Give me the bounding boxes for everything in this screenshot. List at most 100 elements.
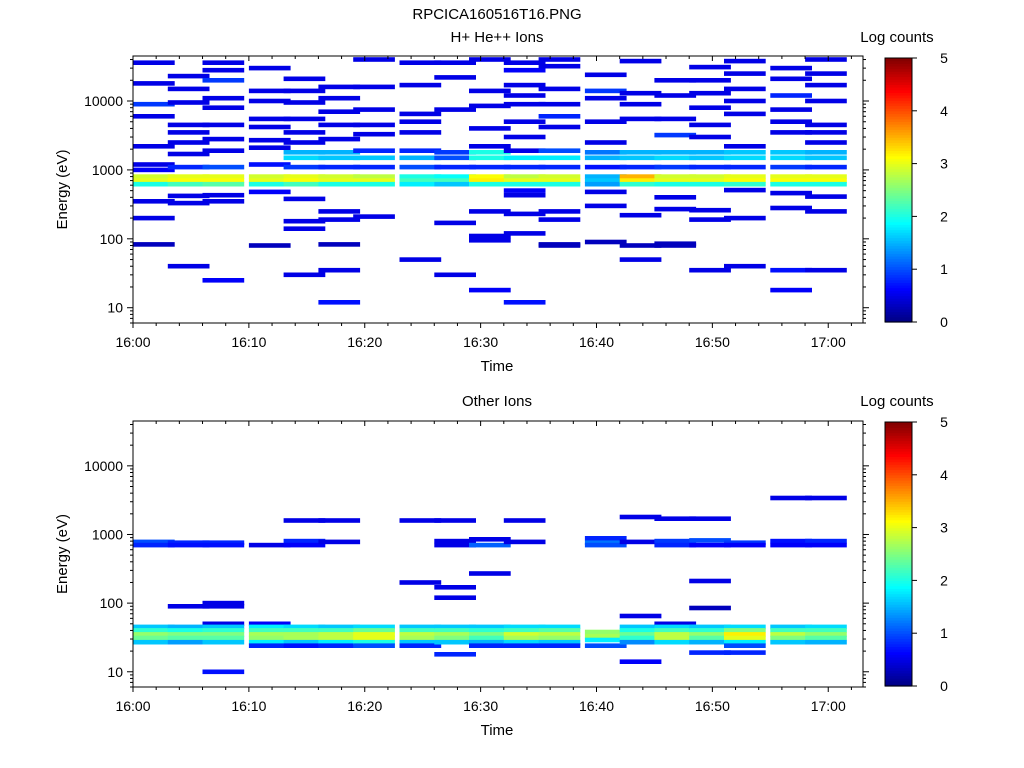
heatmap-cell (434, 624, 476, 630)
colorbar-segment (885, 627, 912, 632)
colorbar-segment (885, 622, 912, 626)
heatmap-cell (469, 178, 511, 183)
heatmap-cell (584, 88, 627, 94)
colorbar-segment (885, 176, 912, 181)
colorbar-segment (885, 435, 912, 439)
heatmap-cell (584, 164, 627, 170)
heatmap-cell (724, 632, 766, 637)
heatmap-cell (248, 635, 291, 641)
colorbar-segment (885, 609, 912, 613)
heatmap-cell (689, 635, 731, 641)
heatmap-cell (770, 150, 812, 155)
heatmap-cell (167, 263, 210, 269)
heatmap-cell (167, 178, 210, 183)
heatmap-cell (689, 650, 731, 655)
heatmap-cell (202, 624, 245, 630)
heatmap-cell (584, 633, 627, 639)
heatmap-cell (724, 263, 766, 269)
heatmap-cell (167, 628, 210, 633)
heatmap-cell (503, 60, 546, 65)
colorbar-segment (885, 282, 912, 286)
heatmap-cell (283, 76, 326, 82)
heatmap-cell (202, 95, 245, 101)
heatmap-cell (434, 107, 476, 112)
heatmap-cell (248, 639, 291, 645)
colorbar-segment (885, 187, 912, 191)
heatmap-cell (202, 632, 245, 637)
heatmap-cell (434, 518, 476, 523)
colorbar-segment (885, 234, 912, 239)
heatmap-cell (619, 90, 662, 96)
heatmap-cell (724, 164, 766, 170)
y-tick-label: 10 (107, 300, 123, 316)
heatmap-cell (770, 639, 812, 645)
y-axis-label: Energy (eV) (54, 149, 71, 229)
heatmap-cell (619, 150, 662, 155)
heatmap-cell (689, 90, 731, 96)
heatmap-cell (805, 57, 847, 62)
heatmap-cell (689, 155, 731, 161)
colorbar-tick-label: 4 (940, 467, 948, 483)
x-tick-label: 16:30 (463, 698, 498, 714)
colorbar-segment (885, 316, 912, 320)
heatmap-cell (318, 181, 361, 187)
colorbar-segment (885, 269, 912, 273)
heatmap-cell (248, 65, 291, 71)
heatmap-cell (133, 539, 175, 545)
colorbar-segment (885, 81, 912, 85)
heatmap-cell (503, 231, 546, 236)
heatmap-cell (584, 189, 627, 195)
y-axis-label: Energy (eV) (54, 514, 71, 594)
heatmap-cell (202, 199, 245, 204)
colorbar-segment (885, 612, 912, 616)
heatmap-cell (202, 542, 245, 548)
heatmap-cell (399, 639, 442, 645)
heatmap-cell (167, 100, 210, 105)
colorbar-segment (885, 79, 912, 83)
panels: H+ He++ Ions Time Energy (eV) 16:00 16:10 16:… (54, 29, 948, 739)
colorbar-segment (885, 216, 912, 220)
heatmap-cell (434, 150, 476, 155)
colorbar-segment (885, 84, 912, 88)
colorbar-segment (885, 110, 912, 115)
panel-1: H+ He++ Ions Time Energy (eV) 16:00 16:10 16:… (54, 29, 948, 375)
colorbar-segment (885, 522, 912, 526)
colorbar-segment (885, 659, 912, 663)
colorbar-segment (885, 253, 912, 257)
colorbar-segment (885, 76, 912, 80)
colorbar-segment (885, 308, 912, 313)
heatmap-cell (619, 174, 662, 179)
colorbar-segment (885, 464, 912, 468)
colorbar-segment (885, 213, 912, 217)
heatmap-cell (654, 174, 697, 179)
colorbar-segment (885, 285, 912, 289)
colorbar-segment (885, 670, 912, 674)
heatmap-cell (434, 272, 476, 278)
heatmap-cell (202, 148, 245, 153)
heatmap-cell (318, 155, 361, 161)
heatmap-cell (133, 162, 175, 167)
heatmap-cell (248, 643, 291, 648)
heatmap-cell (584, 178, 627, 183)
heatmap-cell (202, 669, 245, 675)
colorbar: Log counts 0 1 2 3 4 5 (860, 29, 948, 330)
heatmap-cell (434, 542, 476, 548)
colorbar-segment (885, 514, 912, 518)
heatmap-cell (318, 84, 361, 90)
heatmap-cell (770, 190, 812, 196)
heatmap-cell (353, 178, 395, 183)
colorbar-segment (885, 535, 912, 539)
heatmap-cell (283, 518, 326, 523)
heatmap-cell (538, 209, 581, 214)
colorbar-segment (885, 577, 912, 581)
colorbar-segment (885, 190, 912, 194)
colorbar-segment (885, 232, 912, 236)
heatmap-cell (538, 148, 581, 153)
colorbar-segment (885, 480, 912, 484)
heatmap-cell (654, 516, 697, 521)
heatmap-cell (538, 164, 581, 170)
colorbar-segment (885, 290, 912, 294)
heatmap-cell (202, 192, 245, 198)
colorbar-segment (885, 73, 912, 78)
heatmap-cell (689, 624, 731, 630)
